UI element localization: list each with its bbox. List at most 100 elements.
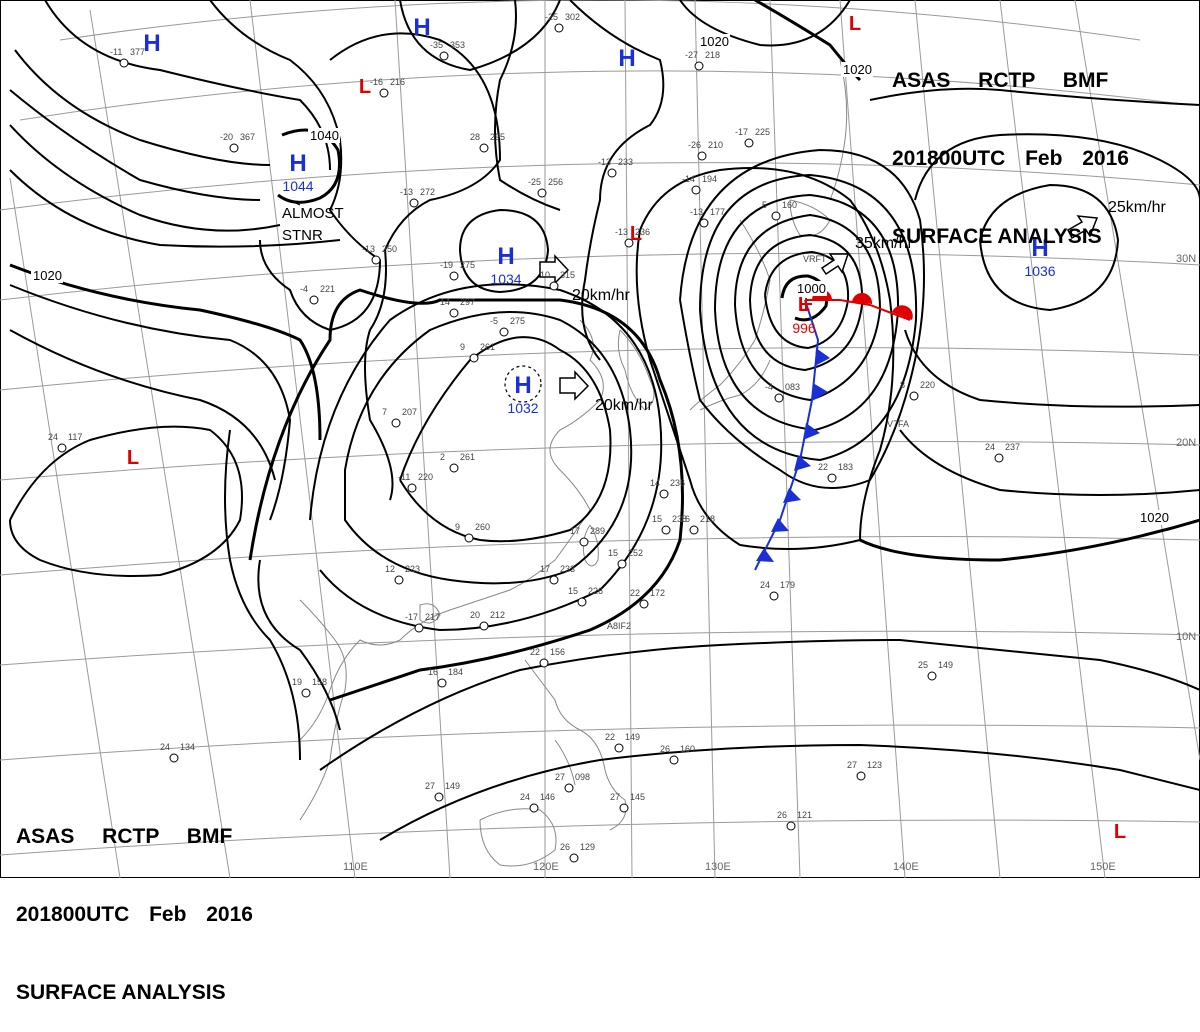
station-temp: 24 [760, 580, 770, 590]
station-pressure: 218 [705, 50, 720, 60]
station-marker [577, 597, 587, 607]
isobar [764, 250, 850, 350]
station-marker [309, 295, 319, 305]
station-temp: 2 [440, 452, 445, 462]
station-pressure: 179 [780, 580, 795, 590]
station-marker [434, 792, 444, 802]
latitude-line [59, 0, 1141, 41]
cold-front-tri [771, 518, 789, 532]
station-pressure: 297 [460, 297, 475, 307]
station-marker [579, 537, 589, 547]
station-temp: 9 [460, 342, 465, 352]
station-marker [529, 803, 539, 813]
high-symbol: H [289, 150, 306, 177]
isobar-label: 1040 [310, 128, 339, 143]
longitude-line [9, 177, 121, 878]
header-line-3: SURFACE ANALYSIS [16, 981, 226, 1004]
station-temp: 15 [568, 586, 578, 596]
isobar-labels: 1020 1020 1020 1020 1040 1000 [31, 34, 1170, 525]
station-markers [57, 23, 1004, 863]
motion-arrow [820, 253, 850, 276]
isobar [399, 336, 612, 543]
header-line-2: 201800UTC Feb 2016 [16, 903, 253, 926]
station-temp: 22 [530, 647, 540, 657]
header-line-2: 201800UTC Feb 2016 [892, 147, 1129, 170]
isobar [869, 87, 1200, 106]
station-pressure: 160 [782, 200, 797, 210]
station-pressure: 177 [710, 207, 725, 217]
isobar [9, 329, 276, 481]
station-marker [614, 743, 624, 753]
station-temp: 24 [48, 432, 58, 442]
longitude-line-140e [839, 0, 906, 878]
station-marker [169, 753, 179, 763]
station-temp: -4 [765, 382, 773, 392]
station-temp: -5 [490, 316, 498, 326]
isobar-1020 [9, 263, 322, 441]
isobar [9, 425, 243, 577]
station-temp: 17 [570, 526, 580, 536]
isobar-label-bg [841, 62, 873, 77]
station-pressure: 252 [628, 548, 643, 558]
low-symbol: L [630, 223, 642, 245]
longitude-line-110e [249, 0, 356, 878]
isobar [679, 148, 925, 489]
station-pressure: 217 [425, 612, 440, 622]
station-temp: -13 [362, 244, 375, 254]
station-marker [661, 525, 671, 535]
isobar [459, 208, 550, 294]
station-pressure: 223 [405, 564, 420, 574]
station-temp: 7 [382, 407, 387, 417]
station-temp: -17 [735, 127, 748, 137]
station-marker [414, 623, 424, 633]
station-temp: -27 [685, 50, 698, 60]
warm-front-bulb [892, 305, 913, 320]
coastline-borneo [479, 808, 557, 867]
station-pressure: 121 [797, 810, 812, 820]
isobar-label-bg [1138, 510, 1170, 525]
station-temp: 14 [440, 297, 450, 307]
station-marker [449, 308, 459, 318]
coastline-hainan [419, 603, 441, 624]
isobar [569, 0, 665, 361]
station-temp: -11 [110, 47, 122, 57]
high-symbol: H [497, 243, 514, 270]
graticule [0, 0, 1200, 878]
isobar [635, 167, 895, 550]
header-line-3: SURFACE ANALYSIS [892, 225, 1102, 248]
longitude-label: 130E [705, 861, 731, 873]
coastline-indochina [299, 599, 347, 821]
station-temp: 22 [630, 588, 640, 598]
station-marker [499, 327, 509, 337]
station-temp: -11 [398, 472, 410, 482]
station-temp: -20 [220, 132, 233, 142]
station-marker [669, 755, 679, 765]
station-marker [689, 525, 699, 535]
cold-front-tri [794, 455, 811, 471]
station-pressure: 236 [670, 478, 685, 488]
station-marker [639, 599, 649, 609]
station-temp: -13 [400, 187, 413, 197]
cold-front-tri [812, 383, 828, 401]
station-marker [437, 678, 447, 688]
header-line-1: ASAS RCTP BMF [16, 825, 233, 848]
motion-arrow [539, 254, 570, 285]
isobar [399, 0, 561, 72]
station-marker [617, 559, 627, 569]
station-marker [549, 281, 559, 291]
high-symbol: H [1031, 235, 1048, 262]
station-temp: -16 [370, 77, 383, 87]
isobar [494, 0, 561, 211]
high-symbol: H [413, 14, 430, 41]
station-marker [229, 143, 239, 153]
low-symbol: L [1114, 821, 1126, 843]
longitude-line [1074, 0, 1200, 761]
longitude-label: 150E [1090, 861, 1116, 873]
longitude-line [394, 0, 451, 878]
station-pressure: 172 [650, 588, 665, 598]
station-pressure: 256 [548, 177, 563, 187]
latitude-label: 30N [1176, 253, 1196, 265]
station-pressure: 220 [418, 472, 433, 482]
latitude-line [0, 724, 1200, 761]
